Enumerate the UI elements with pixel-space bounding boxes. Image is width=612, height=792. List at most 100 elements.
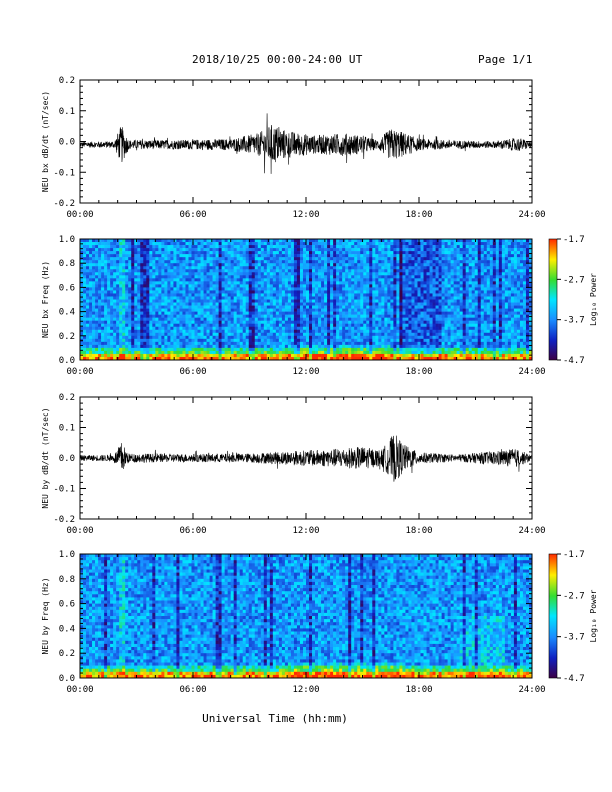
spectrogram-cell (384, 269, 388, 273)
spectrogram-cell (188, 329, 192, 334)
spectrogram-cell (269, 329, 274, 334)
spectrogram-cell (209, 281, 213, 285)
spectrogram-cell (149, 272, 153, 276)
spectrogram-cell (89, 326, 93, 331)
spectrogram-cell (215, 242, 219, 246)
spectrogram-cell (444, 332, 448, 337)
spectrogram-cell (260, 263, 265, 267)
spectrogram-cell (339, 329, 343, 334)
spectrogram-cell (290, 248, 295, 252)
spectrogram-cell (101, 248, 105, 252)
spectrogram-cell (179, 287, 183, 291)
spectrogram-cell (284, 257, 289, 261)
spectrogram-cell (227, 269, 231, 273)
spectrogram-cell (381, 332, 385, 337)
spectrogram-cell (296, 269, 301, 273)
spectrogram-cell (98, 329, 102, 334)
spectrogram-cell (257, 344, 262, 349)
spectrogram-cell (351, 254, 355, 258)
spectrogram-cell (257, 263, 262, 267)
spectrogram-cell (299, 311, 304, 315)
spectrogram-cell (293, 341, 298, 346)
spectrogram-cell (134, 296, 138, 300)
spectrogram-cell (306, 332, 310, 337)
spectrogram-cell (333, 308, 337, 312)
spectrogram-cell (269, 269, 274, 273)
spectrogram-cell (296, 299, 301, 303)
spectrogram-cell (125, 344, 129, 349)
spectrogram-cell (122, 272, 126, 276)
spectrogram-cell (444, 284, 448, 288)
spectrogram-cell (113, 338, 117, 343)
spectrogram-cell (312, 299, 316, 303)
spectrogram-cell (119, 254, 123, 258)
spectrogram-cell (396, 317, 400, 321)
spectrogram-cell (158, 269, 162, 273)
spectrogram-cell (321, 311, 325, 315)
spectrogram-cell (423, 257, 427, 261)
spectrogram-cell (143, 269, 147, 273)
spectrogram-cell (387, 347, 391, 352)
spectrogram-cell (321, 281, 325, 285)
spectrogram-cell (263, 254, 268, 258)
spectrogram-cell (83, 329, 87, 334)
spectrogram-cell (408, 248, 412, 252)
spectrogram-cell (98, 314, 102, 318)
spectrogram-cell (179, 311, 183, 315)
spectrogram-cell (287, 305, 292, 309)
spectrogram-cell (155, 308, 159, 312)
spectrogram-cell (242, 263, 247, 267)
spectrogram-cell (176, 332, 180, 337)
spectrogram-cell (101, 344, 105, 349)
spectrogram-cell (312, 257, 316, 261)
spectrogram-cell (420, 317, 424, 321)
spectrogram-cell (272, 272, 277, 276)
spectrogram-cell (191, 248, 195, 252)
spectrogram-cell (254, 305, 259, 309)
spectrogram-cell (161, 332, 165, 337)
spectrogram-cell (302, 293, 307, 297)
spectrogram-cell (330, 266, 334, 270)
spectrogram-cell (161, 308, 165, 312)
spectrogram-cell (239, 245, 244, 249)
spectrogram-cell (302, 341, 307, 346)
spectrogram-cell (296, 329, 301, 334)
spectrogram-cell (185, 320, 189, 324)
spectrogram-cell (441, 338, 445, 343)
spectrogram-cell (414, 326, 418, 331)
spectrogram-cell (321, 245, 325, 249)
spectrogram-cell (369, 278, 373, 282)
spectrogram-cell (86, 320, 90, 324)
spectrogram-cell (299, 347, 304, 352)
spectrogram-cell (402, 293, 406, 297)
spectrogram-cell (119, 299, 123, 303)
spectrogram-cell (176, 239, 180, 243)
spectrogram-cell (306, 329, 310, 334)
spectrogram-cell (86, 254, 90, 258)
spectrogram-cell (185, 347, 189, 352)
spectrogram-cell (405, 335, 409, 340)
spectrogram-cell (161, 317, 165, 321)
spectrogram-cell (242, 314, 247, 318)
spectrogram-cell (146, 287, 150, 291)
spectrogram-cell (293, 314, 298, 318)
spectrogram-cell (263, 335, 268, 340)
spectrogram-cell (260, 287, 265, 291)
spectrogram-cell (191, 311, 195, 315)
spectrogram-cell (339, 305, 343, 309)
spectrogram-cell (116, 320, 120, 324)
spectrogram-cell (215, 332, 219, 337)
spectrogram-cell (438, 335, 442, 340)
spectrogram-cell (312, 311, 316, 315)
spectrogram-cell (381, 242, 385, 246)
spectrogram-cell (167, 347, 171, 352)
spectrogram-cell (405, 284, 409, 288)
spectrogram-cell (122, 284, 126, 288)
spectrogram-cell (164, 338, 168, 343)
spectrogram-cell (149, 251, 153, 255)
spectrogram-cell (98, 263, 102, 267)
spectrogram-cell (113, 344, 117, 349)
spectrogram-cell (366, 314, 370, 318)
spectrogram-cell (441, 275, 445, 279)
spectrogram-cell (390, 284, 394, 288)
